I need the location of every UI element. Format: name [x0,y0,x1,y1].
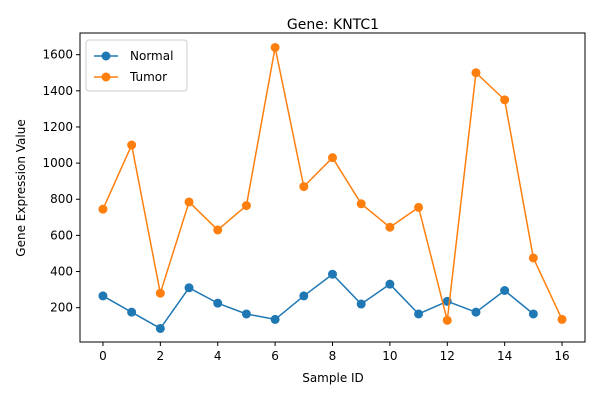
y-axis-title: Gene Expression Value [14,119,28,256]
data-point-normal [528,309,538,319]
y-tick-label: 400 [50,265,73,279]
legend: Normal Tumor [85,39,188,92]
x-tick-label: 14 [497,349,512,363]
series-line-normal [102,273,534,330]
data-point-normal [213,298,223,308]
series-layer [98,42,567,333]
y-tick-label: 1200 [42,120,73,134]
data-point-normal [385,279,395,289]
data-point-normal [471,307,481,317]
data-point-tumor [528,253,538,263]
x-axis: 0 2 4 6 8 10 12 14 16 [99,342,570,363]
data-point-tumor [385,222,395,232]
x-tick-label: 0 [99,349,107,363]
data-point-normal [414,309,424,319]
y-tick-label: 200 [50,301,73,315]
data-point-normal [356,299,366,309]
legend-marker-tumor [101,72,111,82]
data-point-normal [241,309,251,319]
data-point-tumor [213,225,223,235]
data-point-tumor [356,199,366,209]
y-tick-label: 1600 [42,48,73,62]
data-point-tumor [557,314,567,324]
data-point-normal [270,314,280,324]
legend-box [85,39,188,92]
legend-label-tumor: Tumor [129,70,167,84]
data-point-tumor [270,42,280,52]
x-tick-label: 8 [329,349,337,363]
x-tick-label: 6 [271,349,279,363]
x-tick-label: 4 [214,349,222,363]
data-point-normal [328,269,337,279]
x-tick-label: 10 [382,349,397,363]
data-point-tumor [98,204,108,214]
data-point-tumor [328,153,337,163]
y-tick-label: 1400 [42,84,73,98]
data-point-tumor [299,182,309,192]
y-tick-label: 1000 [42,156,73,170]
legend-label-normal: Normal [130,49,173,63]
data-point-tumor [241,201,251,211]
data-point-tumor [414,202,424,212]
plot-area: 0 2 4 6 8 10 12 14 16 200 400 600 800 1000 1200 1400 16… [42,32,586,363]
data-point-tumor [442,315,452,325]
data-point-normal [500,286,510,295]
data-point-normal [98,291,108,301]
data-point-tumor [471,68,481,78]
y-tick-label: 800 [50,192,73,206]
y-tick-label: 600 [50,228,73,242]
data-point-tumor [127,140,137,150]
data-point-tumor [500,95,510,105]
data-point-normal [184,283,194,293]
x-tick-label: 16 [554,349,569,363]
data-point-normal [299,291,309,301]
x-axis-title: Sample ID [302,371,364,385]
x-tick-label: 12 [440,349,455,363]
chart-title: Gene: KNTC1 [287,17,379,33]
data-point-normal [155,323,165,333]
x-tick-label: 2 [157,349,165,363]
legend-marker-normal [101,51,111,61]
data-point-tumor [155,288,165,298]
data-point-tumor [184,197,194,207]
y-axis: 200 400 600 800 1000 1200 1400 1600 [42,48,80,315]
data-point-normal [127,307,137,317]
